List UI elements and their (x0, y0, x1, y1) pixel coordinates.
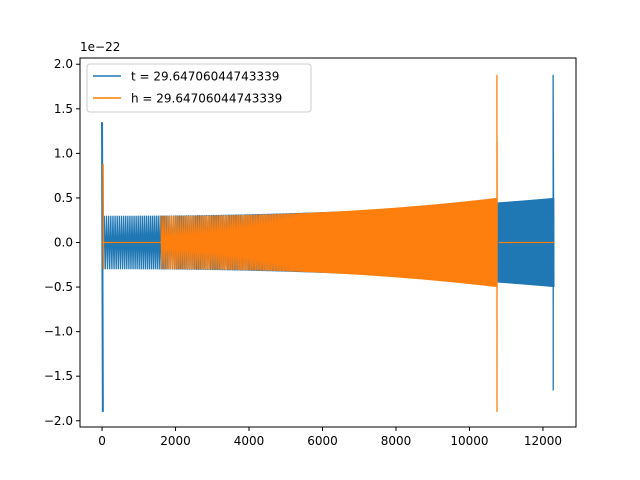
y-tick-label: −0.5 (44, 280, 73, 294)
series-start-spike-h (102, 164, 105, 270)
y-axis: −2.0 −1.5 −1.0 −0.5 0.0 0.5 1.0 1.5 2.0 (44, 57, 80, 428)
y-tick-label: 1.0 (54, 146, 73, 160)
legend: t = 29.64706044743339 h = 29.647060447433… (86, 63, 312, 113)
x-tick-label: 8000 (381, 434, 412, 448)
y-tick-label: −2.0 (44, 414, 73, 428)
x-tick-label: 4000 (234, 434, 265, 448)
legend-box (86, 63, 312, 113)
y-tick-label: 0.5 (54, 191, 73, 205)
x-tick-label: 0 (98, 434, 106, 448)
series-line-h (160, 74, 498, 412)
y-tick-label: 2.0 (54, 57, 73, 71)
series-start-spike-t (101, 122, 104, 412)
legend-label: t = 29.64706044743339 (131, 70, 279, 84)
y-tick-label: −1.0 (44, 325, 73, 339)
y-offset-label: 1e−22 (80, 40, 120, 54)
legend-label: h = 29.64706044743339 (131, 92, 282, 106)
x-tick-label: 12000 (524, 434, 562, 448)
y-tick-label: 1.5 (54, 102, 73, 116)
series-layer (101, 74, 555, 412)
x-axis: 0 2000 4000 6000 8000 10000 12000 (98, 427, 562, 448)
y-tick-label: −1.5 (44, 369, 73, 383)
plot-area (101, 74, 555, 412)
x-tick-label: 10000 (450, 434, 488, 448)
x-tick-label: 2000 (160, 434, 191, 448)
x-tick-label: 6000 (307, 434, 338, 448)
y-tick-label: 0.0 (54, 236, 73, 250)
